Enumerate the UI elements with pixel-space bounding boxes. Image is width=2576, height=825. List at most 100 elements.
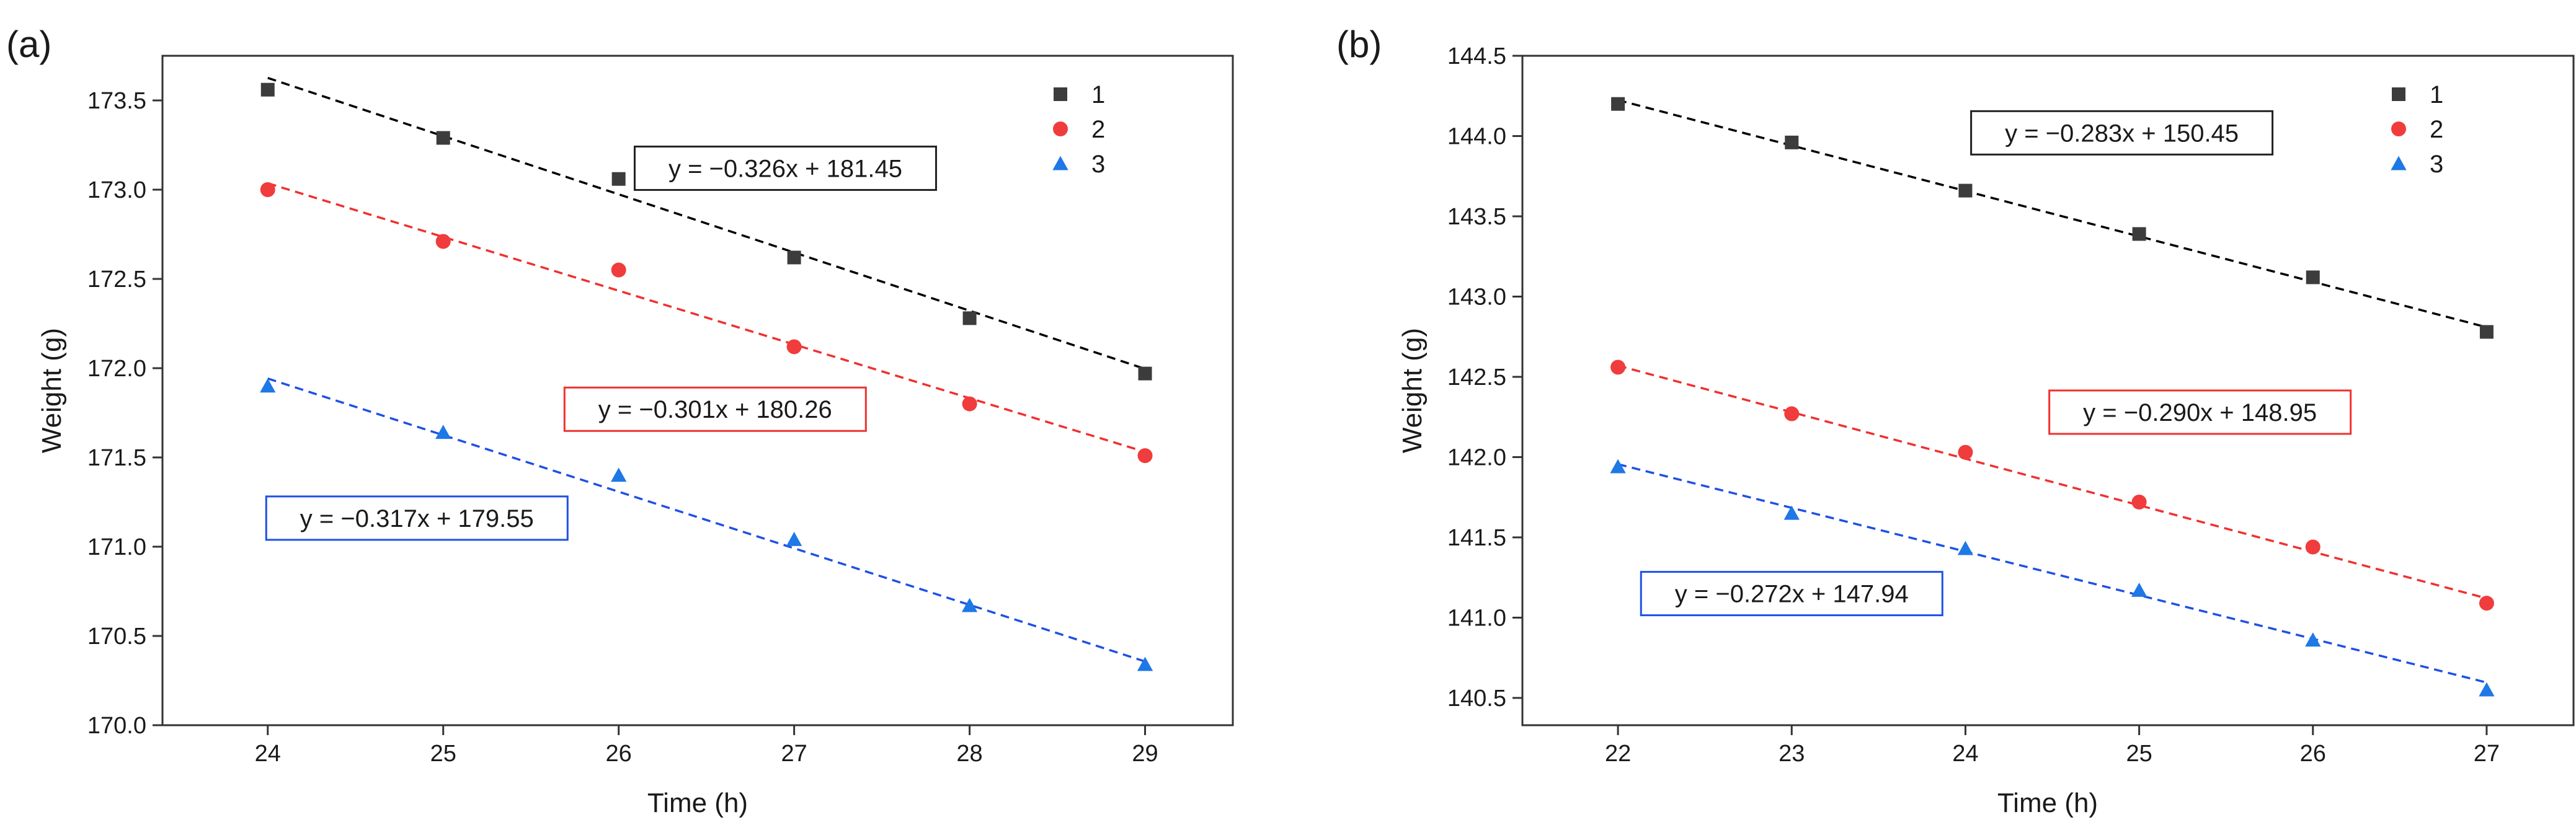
panel-a-plot-frame xyxy=(161,55,1234,726)
panel-b-fit-line-series-1 xyxy=(1617,99,2487,329)
panel-a-x-tick-label: 29 xyxy=(1132,741,1158,767)
panel-b-y-tick-label: 142.5 xyxy=(1447,364,1506,390)
panel-a-y-tick-label: 170.5 xyxy=(87,624,146,650)
panel-a-point-series-3 xyxy=(260,378,276,393)
panel-b-point-series-1 xyxy=(2306,270,2320,285)
panel-b-legend-label-series-2: 2 xyxy=(2430,116,2443,143)
panel-a-x-tick-label: 25 xyxy=(430,741,456,767)
panel-b-point-series-3 xyxy=(1957,540,1974,555)
panel-a-equation-series-3: y = −0.317x + 179.55 xyxy=(300,505,534,532)
panel-b-x-tick-label: 25 xyxy=(2126,741,2152,767)
panel-a-point-series-3 xyxy=(435,425,451,439)
panel-b-equation-series-3: y = −0.272x + 147.94 xyxy=(1675,581,1909,608)
panel-a-point-series-3 xyxy=(611,467,627,482)
panel-a-equation-series-2: y = −0.301x + 180.26 xyxy=(598,396,832,423)
panel-b-label: (b) xyxy=(1336,24,1382,65)
panel-b-equations: y = −0.283x + 150.45 y = −0.290x + 148.95… xyxy=(1640,110,2352,617)
panel-b-y-tick-label: 142.0 xyxy=(1447,444,1506,470)
panel-a-legend-label-series-3: 3 xyxy=(1091,151,1105,178)
panel-b-point-series-2 xyxy=(1958,444,1973,460)
panel-a-y-tick-label: 173.0 xyxy=(87,177,146,203)
panel-b-legend-marker-series-3 xyxy=(2391,156,2407,170)
panel-a-point-series-2 xyxy=(611,262,626,278)
panel-a-ticks: 24 25 26 27 28 29 170.0 170.5 171.0 171.5 172.0 172… xyxy=(87,88,1158,767)
panel-a: (a) 24 25 26 27 28 29 170.0 170.5 171.0 171.5 172.… xyxy=(6,24,1234,818)
panel-a-point-series-3 xyxy=(961,598,978,612)
panel-b-x-tick-label: 23 xyxy=(1779,741,1805,767)
panel-a-point-series-1 xyxy=(260,82,275,97)
panel-b-point-series-3 xyxy=(1783,505,1800,520)
panel-a-point-series-3 xyxy=(1137,656,1153,671)
panel-a-legend-marker-series-2 xyxy=(1053,121,1068,136)
panel-b-x-tick-label: 26 xyxy=(2300,741,2326,767)
panel-a-x-tick-label: 28 xyxy=(956,741,982,767)
panel-b-legend: 1 2 3 xyxy=(2391,81,2443,178)
panel-a-fit-line-series-3 xyxy=(267,377,1146,663)
panel-a-x-tick-label: 24 xyxy=(255,741,281,767)
panel-a-legend-label-series-1: 1 xyxy=(1091,81,1105,108)
panel-a-y-tick-label: 171.0 xyxy=(87,534,146,560)
panel-a-legend-marker-series-3 xyxy=(1052,156,1068,170)
panel-a-point-series-1 xyxy=(611,172,626,186)
panel-a-legend-marker-series-1 xyxy=(1054,87,1067,101)
panel-a-fit-line-series-2 xyxy=(267,182,1146,453)
panel-a-data-points xyxy=(260,82,1153,671)
panel-b-fit-line-series-3 xyxy=(1617,463,2487,684)
panel-b-y-tick-label: 144.0 xyxy=(1447,123,1506,149)
panel-a-y-tick-label: 172.5 xyxy=(87,267,146,293)
panel-a-legend-label-series-2: 2 xyxy=(1091,116,1105,143)
panel-a-point-series-3 xyxy=(786,532,802,546)
panel-b-point-series-1 xyxy=(2479,325,2494,339)
panel-a-point-series-1 xyxy=(1138,366,1152,381)
panel-a-equation-box-series-3 xyxy=(265,495,569,541)
panel-a-point-series-2 xyxy=(260,182,275,197)
panel-b-y-tick-label: 141.5 xyxy=(1447,525,1506,551)
panel-a-point-series-1 xyxy=(787,250,801,265)
panel-b-x-tick-label: 27 xyxy=(2474,741,2500,767)
panel-b-equation-box-series-1 xyxy=(1970,110,2274,156)
panel-b-y-axis-title: Weight (g) xyxy=(1397,328,1428,453)
panel-b-y-tick-label: 140.5 xyxy=(1447,686,1506,712)
panel-b-legend-marker-series-1 xyxy=(2392,87,2405,101)
panel-b-x-axis-title: Time (h) xyxy=(1997,788,2098,818)
panel-b-data-points xyxy=(1610,97,2495,697)
panel-b-point-series-2 xyxy=(2479,596,2494,611)
panel-b-point-series-3 xyxy=(2131,582,2147,597)
panel-b-ticks: 22 23 24 25 26 27140.5141.0141.5142.0142.5143… xyxy=(1447,43,2500,767)
panel-b-point-series-2 xyxy=(1784,406,1800,421)
panel-b-point-series-1 xyxy=(1611,97,1625,111)
panel-b-point-series-1 xyxy=(2132,227,2146,241)
panel-a-x-tick-label: 27 xyxy=(781,741,807,767)
panel-b-point-series-1 xyxy=(1785,135,1799,149)
panel-b-point-series-1 xyxy=(1958,183,1973,198)
panel-a-y-tick-label: 171.5 xyxy=(87,445,146,471)
panel-b-y-tick-label: 143.5 xyxy=(1447,204,1506,230)
panel-b-point-series-2 xyxy=(1610,360,1626,375)
panel-a-legend: 1 2 3 xyxy=(1052,81,1105,178)
panel-b-x-tick-label: 22 xyxy=(1605,741,1631,767)
panel-b-legend-label-series-1: 1 xyxy=(2430,81,2443,108)
panel-b-equation-box-series-3 xyxy=(1640,571,1943,617)
panel-b-y-tick-label: 141.0 xyxy=(1447,605,1506,631)
panel-b-equation-series-1: y = −0.283x + 150.45 xyxy=(2005,120,2239,147)
panel-a-y-axis-title: Weight (g) xyxy=(37,328,67,453)
panel-a-equations: y = −0.326x + 181.45 y = −0.301x + 180.26… xyxy=(265,145,937,541)
panel-a-fit-line-series-1 xyxy=(267,77,1146,370)
panel-a-point-series-2 xyxy=(962,396,977,412)
panel-b-legend-label-series-3: 3 xyxy=(2430,151,2443,178)
panel-b-point-series-3 xyxy=(2479,682,2495,697)
panel-a-x-axis-title: Time (h) xyxy=(647,788,748,818)
panel-a-equation-box-series-1 xyxy=(633,145,937,191)
panel-a-y-tick-label: 172.0 xyxy=(87,356,146,382)
panel-a-point-series-2 xyxy=(1137,448,1153,464)
panel-a-point-series-1 xyxy=(962,311,977,325)
panel-b-y-tick-label: 143.0 xyxy=(1447,284,1506,310)
panel-a-x-tick-label: 26 xyxy=(606,741,632,767)
panel-b-point-series-3 xyxy=(2305,632,2321,647)
panel-a-point-series-2 xyxy=(435,234,451,249)
panel-b-equation-series-2: y = −0.290x + 148.95 xyxy=(2083,399,2317,426)
panel-b-point-series-3 xyxy=(1610,459,1626,474)
panel-b-plot-frame xyxy=(1521,55,2575,726)
panel-b-x-tick-label: 24 xyxy=(1952,741,1978,767)
